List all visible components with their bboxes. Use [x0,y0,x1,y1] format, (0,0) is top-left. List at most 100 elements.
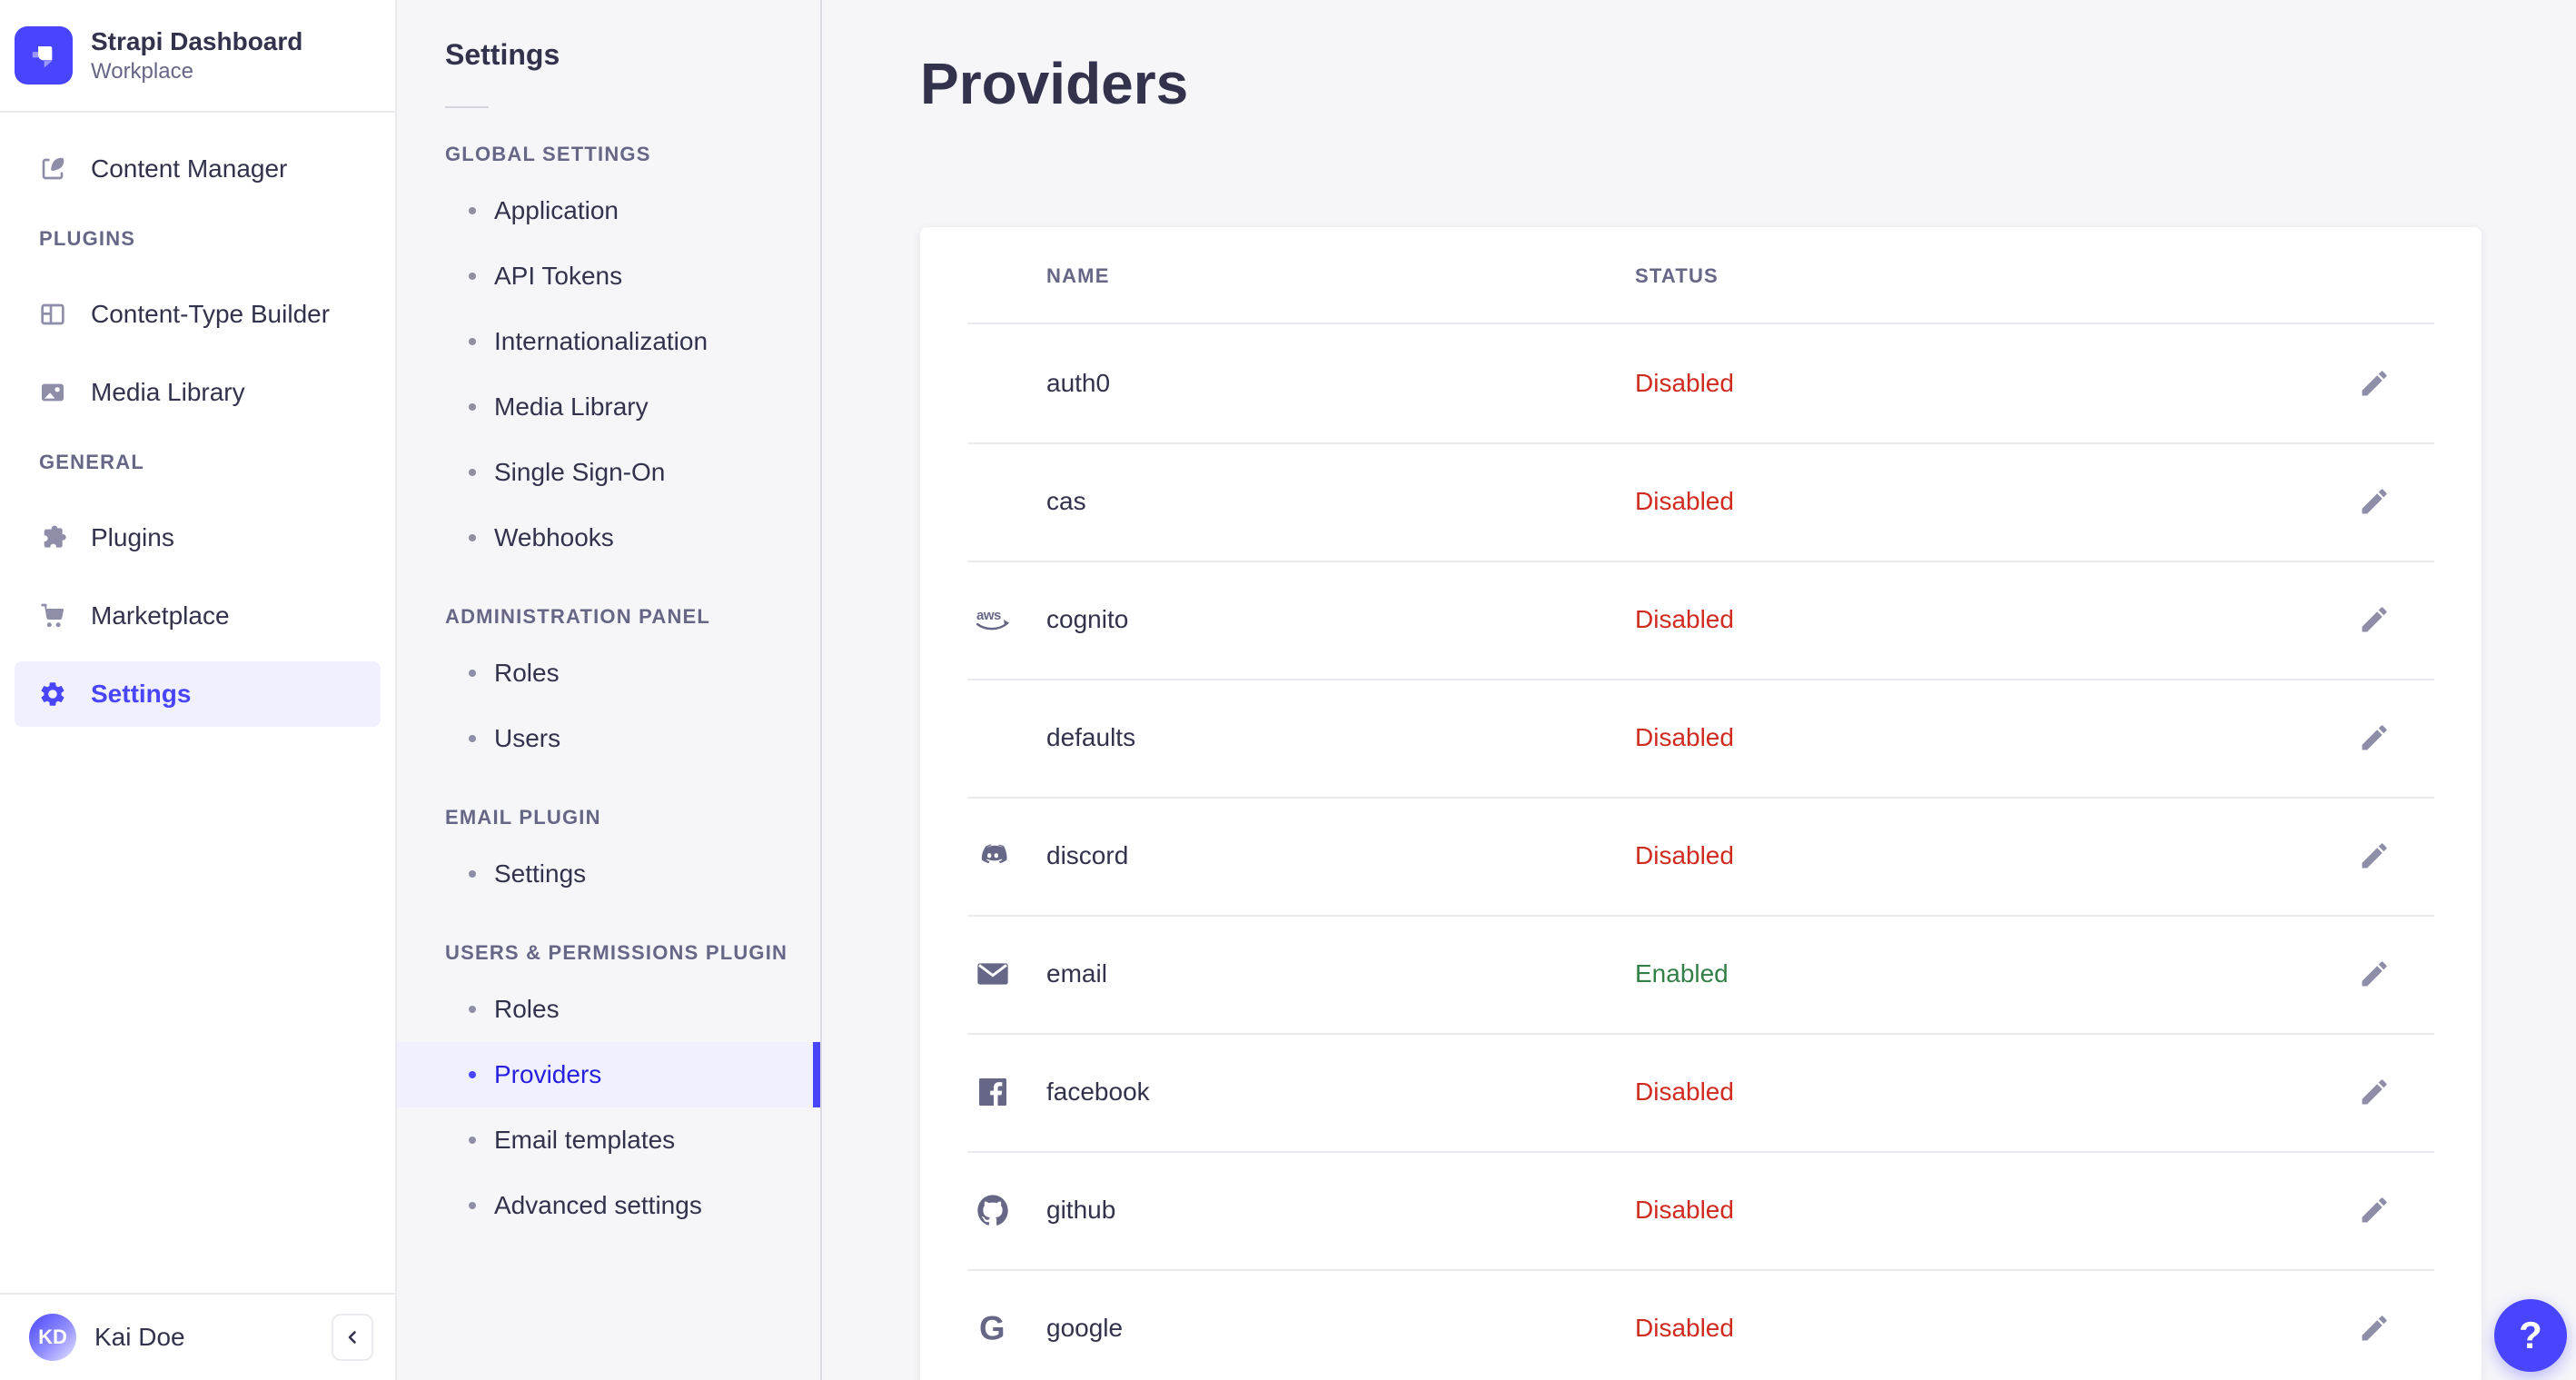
subnav-item-label: Application [494,196,619,224]
bullet-icon [469,469,476,476]
facebook-icon [971,1074,1015,1110]
collapse-sidebar-button[interactable] [332,1314,373,1361]
gear-icon [38,680,67,709]
svg-text:aws: aws [976,608,1001,623]
page-title: Providers [920,51,1189,116]
edit-provider-button[interactable] [2354,1190,2394,1230]
pencil-icon [2358,485,2391,518]
subnav-item-providers[interactable]: Providers [397,1042,820,1107]
sidebar-item-settings[interactable]: Settings [15,661,381,727]
subnav-item-media-library[interactable]: Media Library [397,374,820,440]
subnav-item-roles[interactable]: Roles [397,640,820,706]
provider-row-auth0: auth0 Disabled [920,324,2482,442]
subnav-title-divider [445,106,489,108]
bullet-icon [469,1202,476,1209]
provider-row-github: github Disabled [920,1151,2482,1269]
subnav-title: Settings [445,38,560,71]
provider-status: Disabled [1635,723,1734,751]
edit-provider-button[interactable] [2354,836,2394,876]
subnav-item-settings[interactable]: Settings [397,841,820,907]
subnav-item-label: Users [494,724,561,752]
sidebar-item-label: Settings [91,680,192,708]
email-icon [971,956,1015,992]
bullet-icon [469,1137,476,1144]
user-name: Kai Doe [94,1323,185,1351]
edit-provider-button[interactable] [2354,363,2394,403]
pencil-icon [2358,958,2391,990]
provider-name: cas [1046,487,1086,515]
subnav-item-label: Email templates [494,1126,676,1154]
subnav-item-api-tokens[interactable]: API Tokens [397,243,820,309]
content-manager-icon [38,154,67,184]
provider-name: defaults [1046,723,1136,751]
question-mark-icon: ? [2519,1314,2542,1356]
provider-row-discord: discord Disabled [920,797,2482,915]
subnav-item-users[interactable]: Users [397,706,820,771]
bullet-icon [469,870,476,878]
workspace-brand[interactable]: Strapi Dashboard Workplace [0,0,395,113]
edit-provider-button[interactable] [2354,1308,2394,1348]
bullet-icon [469,534,476,541]
aws-icon: aws [971,605,1015,634]
puzzle-icon [38,523,67,552]
subnav-item-application[interactable]: Application [397,178,820,243]
subnav-section-users-permissions-plugin: USERS & PERMISSIONS PLUGIN Roles Providers… [397,940,820,1238]
edit-provider-button[interactable] [2354,718,2394,758]
subnav-section-items: Application API Tokens Internationalizatio… [397,167,820,571]
sidebar-item-media-library[interactable]: Media Library [15,360,381,425]
sidebar-item-content-type-builder[interactable]: Content-Type Builder [15,282,381,347]
subnav-item-roles[interactable]: Roles [397,977,820,1042]
provider-row-defaults: defaults Disabled [920,679,2482,797]
subnav-item-webhooks[interactable]: Webhooks [397,505,820,571]
brand-text: Strapi Dashboard Workplace [91,25,302,85]
edit-provider-button[interactable] [2354,600,2394,640]
sidebar-item-label: Content-Type Builder [91,300,331,328]
sidebar-item-label: Marketplace [91,601,230,630]
subnav-item-label: Media Library [494,392,649,421]
sidebar-footer: KD Kai Doe [0,1293,395,1380]
provider-status: Disabled [1635,1077,1734,1106]
pencil-icon [2358,839,2391,872]
svg-text:G: G [979,1310,1006,1346]
subnav-item-advanced-settings[interactable]: Advanced settings [397,1173,820,1238]
edit-provider-button[interactable] [2354,1072,2394,1112]
subnav-item-internationalization[interactable]: Internationalization [397,309,820,374]
provider-status: Disabled [1635,605,1734,633]
provider-status: Disabled [1635,1314,1734,1342]
sidebar-item-label: Content Manager [91,154,288,183]
pencil-icon [2358,1194,2391,1226]
provider-row-cognito: aws cognito Disabled [920,561,2482,679]
google-icon: G [971,1310,1015,1346]
bullet-icon [469,1071,476,1078]
subnav-item-single-sign-on[interactable]: Single Sign-On [397,440,820,505]
bullet-icon [469,1006,476,1013]
edit-provider-button[interactable] [2354,954,2394,994]
subnav-section-label: GLOBAL SETTINGS [445,143,651,165]
bullet-icon [469,670,476,677]
table-body: auth0 Disabled cas Disabled aws cognito Disabl… [920,324,2482,1380]
sidebar-item-content-manager[interactable]: Content Manager [15,136,381,202]
workspace-title: Strapi Dashboard [91,27,303,55]
user-avatar[interactable]: KD [29,1314,76,1361]
sidebar-nav: Content Manager PLUGINS Content-Type Bui… [0,113,395,1293]
subnav-item-label: Single Sign-On [494,458,666,486]
content-type-builder-icon [38,300,67,329]
sidebar-section-plugins: PLUGINS [39,227,136,250]
providers-table-card: NAME STATUS auth0 Disabled cas Disabled aws c… [920,227,2482,1380]
edit-provider-button[interactable] [2354,482,2394,521]
subnav-item-email-templates[interactable]: Email templates [397,1107,820,1173]
provider-row-facebook: facebook Disabled [920,1033,2482,1151]
help-button[interactable]: ? [2494,1299,2567,1372]
sidebar-item-marketplace[interactable]: Marketplace [15,583,381,649]
bullet-icon [469,403,476,411]
subnav-section-items: Roles Providers Email templates Advanced se… [397,966,820,1238]
provider-status: Disabled [1635,487,1734,515]
main-content: Providers NAME STATUS auth0 Disabled cas Di… [822,0,2576,1380]
sidebar-item-plugins[interactable]: Plugins [15,505,381,571]
provider-name: email [1046,959,1107,988]
subnav-item-label: API Tokens [494,262,623,290]
workspace-subtitle: Workplace [91,59,193,84]
bullet-icon [469,735,476,742]
provider-status: Disabled [1635,841,1734,869]
